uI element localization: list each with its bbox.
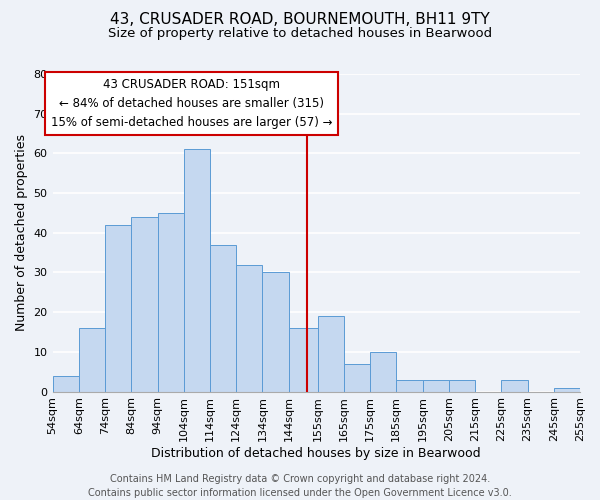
Bar — [210, 244, 236, 392]
Bar — [370, 352, 397, 392]
Bar — [262, 272, 289, 392]
Bar — [449, 380, 475, 392]
X-axis label: Distribution of detached houses by size in Bearwood: Distribution of detached houses by size … — [151, 447, 481, 460]
Bar — [422, 380, 449, 392]
Text: Size of property relative to detached houses in Bearwood: Size of property relative to detached ho… — [108, 28, 492, 40]
Bar — [317, 316, 344, 392]
Bar — [236, 264, 262, 392]
Bar — [105, 225, 131, 392]
Text: 43, CRUSADER ROAD, BOURNEMOUTH, BH11 9TY: 43, CRUSADER ROAD, BOURNEMOUTH, BH11 9TY — [110, 12, 490, 28]
Text: 43 CRUSADER ROAD: 151sqm
← 84% of detached houses are smaller (315)
15% of semi-: 43 CRUSADER ROAD: 151sqm ← 84% of detach… — [51, 78, 332, 129]
Bar — [554, 388, 580, 392]
Text: Contains HM Land Registry data © Crown copyright and database right 2024.
Contai: Contains HM Land Registry data © Crown c… — [88, 474, 512, 498]
Bar — [131, 217, 158, 392]
Bar — [289, 328, 317, 392]
Bar — [397, 380, 422, 392]
Bar — [344, 364, 370, 392]
Bar — [53, 376, 79, 392]
Bar — [79, 328, 105, 392]
Bar — [184, 150, 210, 392]
Bar — [501, 380, 527, 392]
Bar — [158, 213, 184, 392]
Y-axis label: Number of detached properties: Number of detached properties — [15, 134, 28, 332]
